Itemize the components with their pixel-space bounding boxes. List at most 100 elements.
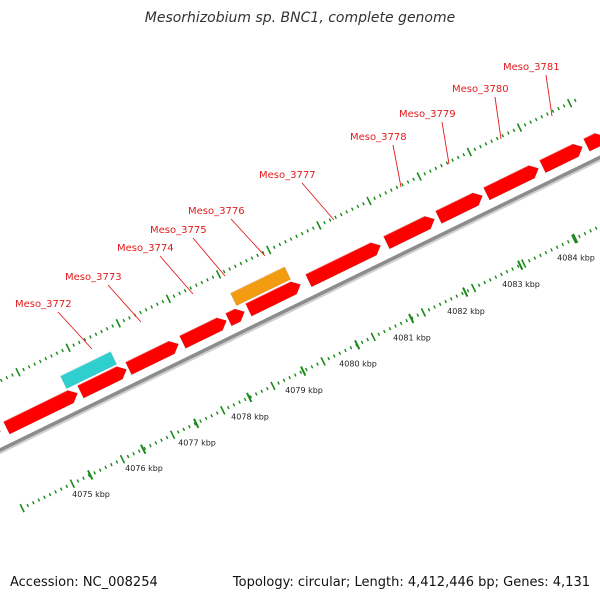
- ruler-tick-label: 4080 kbp: [339, 360, 377, 369]
- minor-tick: [178, 291, 181, 296]
- minor-tick: [295, 234, 298, 239]
- minor-tick: [5, 375, 9, 380]
- major-tick: [266, 245, 272, 255]
- minor-tick: [300, 231, 304, 236]
- forward-gene-arrow-highlight: [225, 308, 235, 314]
- minor-tick: [222, 269, 226, 274]
- minor-tick: [299, 370, 303, 374]
- minor-tick: [204, 416, 208, 421]
- minor-tick: [462, 153, 466, 157]
- forward-gene-arrow-highlight: [383, 215, 425, 237]
- minor-tick: [445, 161, 449, 165]
- minor-tick: [126, 454, 130, 459]
- minor-tick: [388, 327, 392, 331]
- ruler-major-tick: [517, 260, 524, 271]
- minor-tick: [405, 318, 409, 323]
- minor-tick: [72, 343, 76, 347]
- minor-tick: [144, 307, 148, 312]
- minor-tick: [338, 351, 342, 355]
- ruler-tick-label: 4083 kbp: [502, 280, 540, 289]
- minor-tick: [76, 479, 80, 483]
- minor-tick: [440, 163, 443, 168]
- minor-tick: [490, 139, 493, 143]
- ruler-major-tick: [354, 339, 361, 350]
- major-tick: [516, 123, 523, 133]
- major-tick: [119, 454, 126, 464]
- ruler-major-tick: [462, 287, 469, 297]
- gene-label-leader: [392, 144, 402, 188]
- minor-tick: [0, 378, 3, 383]
- minor-tick: [137, 449, 141, 453]
- minor-tick: [238, 400, 241, 404]
- gene-label: Meso_3773: [65, 272, 122, 283]
- backbone: [0, 155, 600, 452]
- minor-tick: [427, 307, 431, 312]
- gene-label-leader: [230, 218, 266, 257]
- forward-gene-arrow: [77, 366, 127, 399]
- minor-tick: [344, 348, 347, 353]
- major-tick: [220, 405, 226, 415]
- major-tick: [466, 147, 473, 157]
- minor-tick: [311, 226, 315, 230]
- minor-tick: [115, 460, 119, 464]
- minor-tick: [339, 212, 343, 217]
- ruler-tick-label: 4084 kbp: [557, 253, 595, 262]
- forward-gene-arrow-highlight: [179, 317, 217, 337]
- minor-tick: [11, 373, 14, 377]
- minor-tick: [323, 221, 326, 225]
- minor-tick: [228, 267, 232, 271]
- minor-tick: [284, 240, 287, 244]
- minor-tick: [176, 430, 180, 434]
- minor-tick: [54, 490, 57, 494]
- major-tick: [115, 318, 121, 328]
- minor-tick: [328, 218, 332, 222]
- minor-tick: [546, 112, 549, 116]
- ruler-tick-label: 4082 kbp: [447, 307, 485, 316]
- minor-tick: [111, 324, 115, 328]
- minor-tick: [183, 288, 187, 293]
- minor-tick: [172, 294, 176, 298]
- minor-tick: [55, 351, 59, 355]
- minor-tick: [232, 403, 236, 407]
- minor-tick: [206, 278, 209, 282]
- minor-tick: [488, 278, 492, 282]
- minor-tick: [188, 424, 191, 429]
- forward-gene-arrow: [3, 390, 78, 435]
- forward-gene-arrow: [225, 308, 245, 327]
- minor-tick: [516, 264, 520, 268]
- gene-label-leader: [192, 237, 226, 277]
- minor-tick: [182, 427, 186, 432]
- major-tick: [566, 98, 573, 108]
- minor-tick: [533, 256, 537, 260]
- minor-tick: [243, 397, 247, 402]
- minor-tick: [277, 381, 280, 385]
- ruler-major-tick: [140, 444, 147, 455]
- gene-label-leader: [159, 255, 194, 295]
- major-tick: [69, 479, 76, 489]
- minor-tick: [254, 392, 258, 396]
- minor-tick: [189, 286, 193, 290]
- minor-tick: [406, 180, 410, 184]
- minor-tick: [38, 359, 42, 364]
- minor-tick: [143, 446, 147, 451]
- ruler-major-tick: [87, 470, 94, 480]
- forward-gene-arrow: [435, 192, 483, 224]
- minor-tick: [245, 259, 248, 263]
- minor-tick: [334, 215, 337, 220]
- minor-tick: [366, 337, 369, 342]
- ruler-tick-label: 4078 kbp: [231, 412, 269, 421]
- minor-tick: [550, 248, 553, 252]
- major-tick: [15, 367, 21, 377]
- minor-tick: [578, 234, 581, 239]
- gene-label: Meso_3776: [188, 206, 245, 217]
- backbone-shadow: [0, 157, 600, 455]
- major-tick: [215, 270, 222, 279]
- minor-tick: [494, 275, 498, 279]
- minor-tick: [22, 367, 25, 372]
- minor-tick: [423, 172, 427, 176]
- minor-tick: [250, 256, 254, 260]
- minor-tick: [211, 275, 215, 279]
- minor-tick: [356, 204, 360, 209]
- minor-tick: [589, 229, 592, 233]
- minor-tick: [27, 365, 31, 369]
